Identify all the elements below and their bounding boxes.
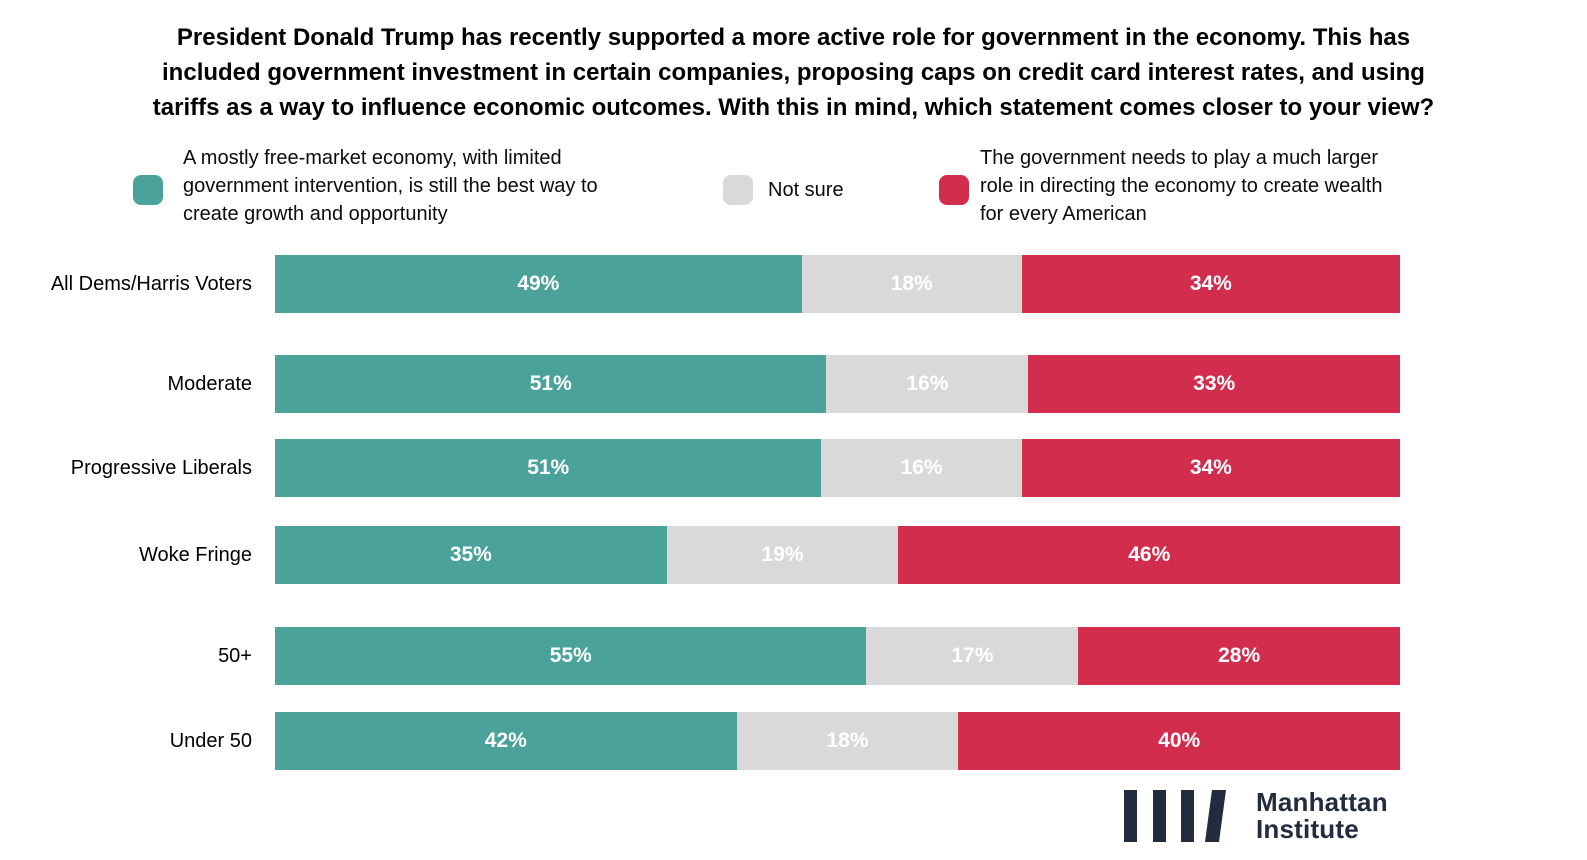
legend-swatch-not-sure xyxy=(723,175,753,205)
bar-segment-government-role: 40% xyxy=(958,712,1400,770)
bar-value-label: 16% xyxy=(906,372,949,395)
category-label: 50+ xyxy=(218,644,252,667)
chart-row: Under 50 42% 18% 40% xyxy=(0,712,1400,770)
bar-value-label: 55% xyxy=(549,644,592,667)
bar-value-label: 35% xyxy=(449,543,492,566)
chart-row: Progressive Liberals 51% 16% 34% xyxy=(0,439,1400,497)
bar-segment-free-market: 51% xyxy=(275,439,822,497)
bar-segment-government-role: 46% xyxy=(898,526,1401,584)
bar-segment-free-market: 49% xyxy=(275,255,802,313)
brand-logo: Manhattan Institute xyxy=(1124,789,1388,843)
chart-row: Moderate 51% 16% 33% xyxy=(0,355,1400,413)
bar-value-label: 17% xyxy=(951,644,994,667)
bar-value-label: 16% xyxy=(900,456,943,479)
bar-value-label: 42% xyxy=(484,729,527,752)
stacked-bar: 51% 16% 34% xyxy=(275,439,1400,497)
bar-segment-free-market: 55% xyxy=(275,627,867,685)
bar-segment-not-sure: 16% xyxy=(826,355,1029,413)
bar-segment-government-role: 34% xyxy=(1021,255,1400,313)
stacked-bar: 42% 18% 40% xyxy=(275,712,1400,770)
bar-segment-not-sure: 17% xyxy=(866,627,1079,685)
bar-value-label: 18% xyxy=(890,272,933,295)
chart-row: All Dems/Harris Voters 49% 18% 34% xyxy=(0,255,1400,313)
stacked-bar: 35% 19% 46% xyxy=(275,526,1401,584)
bar-value-label: 34% xyxy=(1189,456,1232,479)
bar-segment-not-sure: 18% xyxy=(736,712,959,770)
category-label: All Dems/Harris Voters xyxy=(50,272,252,295)
bar-value-label: 46% xyxy=(1128,543,1171,566)
legend-swatch-free-market xyxy=(133,175,163,205)
bar-value-label: 18% xyxy=(826,729,869,752)
bar-value-label: 40% xyxy=(1158,729,1201,752)
category-label: Moderate xyxy=(167,372,253,395)
legend-label-free-market: A mostly free-market economy, with limit… xyxy=(183,147,598,225)
stacked-bar: 49% 18% 34% xyxy=(275,255,1400,313)
bar-segment-government-role: 33% xyxy=(1028,355,1400,413)
legend-label-government-role: The government needs to play a much larg… xyxy=(980,147,1383,225)
legend-label-not-sure: Not sure xyxy=(768,179,844,201)
bar-value-label: 33% xyxy=(1193,372,1236,395)
brand-name: Manhattan Institute xyxy=(1256,787,1388,844)
chart-row: 50+ 55% 17% 28% xyxy=(0,627,1400,685)
category-label: Progressive Liberals xyxy=(70,456,252,479)
bar-segment-government-role: 28% xyxy=(1078,627,1400,685)
category-label: Woke Fringe xyxy=(138,543,252,566)
bar-segment-free-market: 35% xyxy=(275,526,667,584)
bar-value-label: 51% xyxy=(529,372,572,395)
manhattan-institute-logo-icon xyxy=(1124,790,1226,842)
bar-value-label: 19% xyxy=(761,543,804,566)
stacked-bar: 55% 17% 28% xyxy=(275,627,1400,685)
stacked-bar: 51% 16% 33% xyxy=(275,355,1400,413)
chart-title-line: tariffs as a way to influence economic o… xyxy=(152,94,1435,121)
bar-segment-not-sure: 19% xyxy=(666,526,899,584)
bar-segment-not-sure: 18% xyxy=(801,255,1022,313)
chart-title: President Donald Trump has recently supp… xyxy=(0,20,1587,125)
bar-segment-government-role: 34% xyxy=(1021,439,1400,497)
chart-row: Woke Fringe 35% 19% 46% xyxy=(0,526,1401,584)
bar-segment-free-market: 51% xyxy=(275,355,827,413)
bar-segment-not-sure: 16% xyxy=(821,439,1022,497)
legend-swatch-government-role xyxy=(939,175,969,205)
bar-segment-free-market: 42% xyxy=(275,712,737,770)
chart-title-line: President Donald Trump has recently supp… xyxy=(176,24,1411,51)
bar-value-label: 28% xyxy=(1218,644,1261,667)
category-label: Under 50 xyxy=(169,729,252,752)
chart-title-line: included government investment in certai… xyxy=(162,59,1425,86)
bar-value-label: 51% xyxy=(527,456,570,479)
bar-value-label: 34% xyxy=(1189,272,1232,295)
bar-value-label: 49% xyxy=(517,272,560,295)
